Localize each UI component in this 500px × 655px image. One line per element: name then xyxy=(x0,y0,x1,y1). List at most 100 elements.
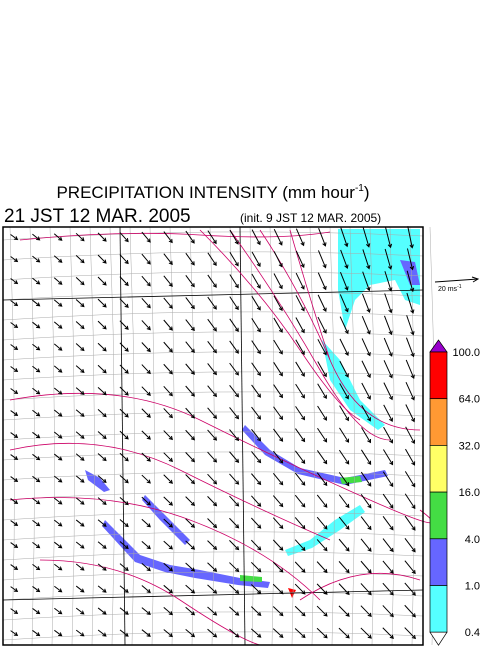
wind-arrow xyxy=(97,342,107,352)
wind-arrow xyxy=(404,538,416,553)
wind-arrow xyxy=(362,271,371,292)
wind-arrow xyxy=(272,561,284,573)
wind-arrow xyxy=(119,563,129,571)
wind-arrow xyxy=(316,472,328,487)
wind-arrow xyxy=(75,475,85,483)
wind-arrow xyxy=(384,293,393,314)
wind-arrow xyxy=(32,255,41,263)
wind-arrow xyxy=(207,252,217,267)
wind-arrow xyxy=(316,450,328,465)
wind-arrow xyxy=(273,362,283,377)
wind-arrow xyxy=(185,385,195,397)
wind-arrow xyxy=(119,276,129,287)
wind-arrow xyxy=(362,227,371,248)
wind-arrow xyxy=(207,451,218,463)
wind-arrow xyxy=(405,359,415,379)
wind-arrow xyxy=(295,383,305,399)
title-close: ) xyxy=(364,183,370,202)
wind-arrow xyxy=(405,448,416,466)
wind-arrow xyxy=(32,233,41,241)
wind-arrow xyxy=(10,608,19,614)
wind-arrow xyxy=(185,562,196,572)
colorbar-label: 0.4 xyxy=(465,627,480,639)
wind-arrow xyxy=(119,342,129,352)
wind-arrow xyxy=(119,585,129,593)
wind-arrow xyxy=(229,451,240,463)
precip-area xyxy=(340,476,362,484)
wind-arrow xyxy=(207,473,218,485)
wind-arrow xyxy=(163,275,173,287)
wind-arrow xyxy=(383,337,393,357)
wind-arrow xyxy=(229,606,240,616)
wind-arrow xyxy=(382,560,394,574)
wind-arrow xyxy=(295,428,306,443)
isobars xyxy=(9,229,433,646)
wind-arrow xyxy=(32,277,41,285)
meridian xyxy=(49,226,55,646)
wind-arrow xyxy=(273,228,283,246)
wind-arrow xyxy=(339,360,349,378)
wind-arrow xyxy=(32,519,41,527)
wind-arrow xyxy=(272,473,284,486)
wind-arrow xyxy=(229,362,239,376)
wind-arrow xyxy=(207,385,217,398)
wind-arrow xyxy=(316,583,328,595)
wind-arrow xyxy=(382,516,394,531)
map-frame xyxy=(2,226,424,646)
wind-arrow xyxy=(207,518,218,529)
wind-arrow xyxy=(382,471,394,488)
wind-arrow xyxy=(405,382,415,401)
wind-arrow xyxy=(295,406,306,421)
wind-arrow xyxy=(75,519,85,527)
wind-arrow xyxy=(361,316,371,335)
wind-arrow xyxy=(53,233,63,241)
wind-arrow xyxy=(229,407,240,420)
wind-arrow xyxy=(273,339,283,355)
wind-arrow xyxy=(163,562,173,572)
wind-arrow xyxy=(185,407,195,419)
wind-arrow xyxy=(185,452,196,463)
wind-arrow xyxy=(207,318,217,332)
wind-arrow xyxy=(119,541,129,550)
wind-arrow xyxy=(32,321,41,329)
wind-arrow xyxy=(75,563,85,571)
wind-arrow xyxy=(360,494,372,509)
wind-arrow xyxy=(163,386,173,397)
parallel xyxy=(2,371,424,381)
wind-arrow xyxy=(10,366,19,373)
wind-arrow xyxy=(207,407,218,419)
wind-arrow xyxy=(97,386,107,396)
wind-arrow xyxy=(273,273,283,290)
wind-arrow xyxy=(294,450,306,464)
wind-arrow xyxy=(207,628,218,638)
wind-arrow xyxy=(273,428,284,442)
wind-arrow xyxy=(185,252,195,266)
wind-arrow xyxy=(54,541,63,549)
wind-arrow xyxy=(250,539,262,551)
meridian xyxy=(269,226,275,646)
wind-arrow xyxy=(251,451,262,464)
wind-arrow xyxy=(273,251,283,268)
wind-arrow xyxy=(75,409,85,417)
wind-arrow xyxy=(32,453,41,461)
wind-arrow xyxy=(75,232,85,242)
wind-arrow xyxy=(141,430,151,440)
meridian xyxy=(409,226,415,646)
wind-arrow xyxy=(53,453,63,461)
wind-arrow xyxy=(141,297,151,309)
wind-arrow xyxy=(163,363,173,375)
colorbar-label: 100.0 xyxy=(452,347,480,359)
wind-arrow xyxy=(404,560,416,575)
wind-arrow xyxy=(54,563,63,571)
wind-arrow xyxy=(251,295,261,311)
wind-arrow xyxy=(360,516,372,531)
wind-arrow xyxy=(383,360,393,379)
wind-arrow xyxy=(383,449,394,466)
wind-arrow xyxy=(10,454,19,461)
wind-arrow xyxy=(229,340,239,354)
wind-arrow xyxy=(185,341,195,354)
wind-arrow xyxy=(32,630,41,637)
wind-arrow xyxy=(32,475,41,483)
wind-arrow xyxy=(163,408,173,419)
